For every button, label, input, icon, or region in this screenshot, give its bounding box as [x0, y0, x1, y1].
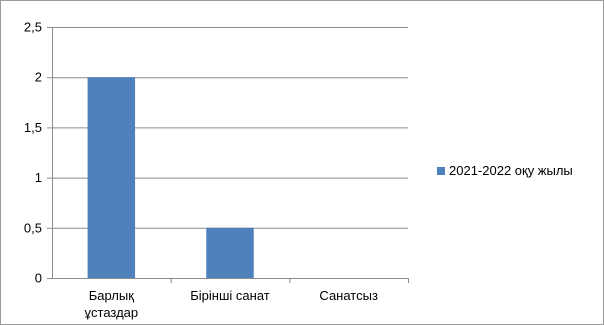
- legend-swatch: [437, 166, 445, 175]
- legend: 2021-2022 оқу жылы: [437, 163, 573, 178]
- bar: [87, 77, 136, 278]
- x-tick-label: Санатсыз: [319, 288, 378, 303]
- legend-label: 2021-2022 оқу жылы: [449, 163, 573, 178]
- bar: [206, 227, 254, 278]
- y-tick-label: 1: [35, 170, 42, 185]
- y-tick-label: 2: [35, 70, 42, 85]
- y-tick-label: 1,5: [24, 120, 42, 135]
- x-tick-label: Барлық ұстаздар: [85, 288, 139, 320]
- y-tick-label: 0,5: [24, 220, 42, 235]
- y-tick-label: 2,5: [24, 20, 42, 35]
- x-tick-label: Бірінші санат: [190, 288, 269, 303]
- y-tick-label: 0: [35, 271, 42, 286]
